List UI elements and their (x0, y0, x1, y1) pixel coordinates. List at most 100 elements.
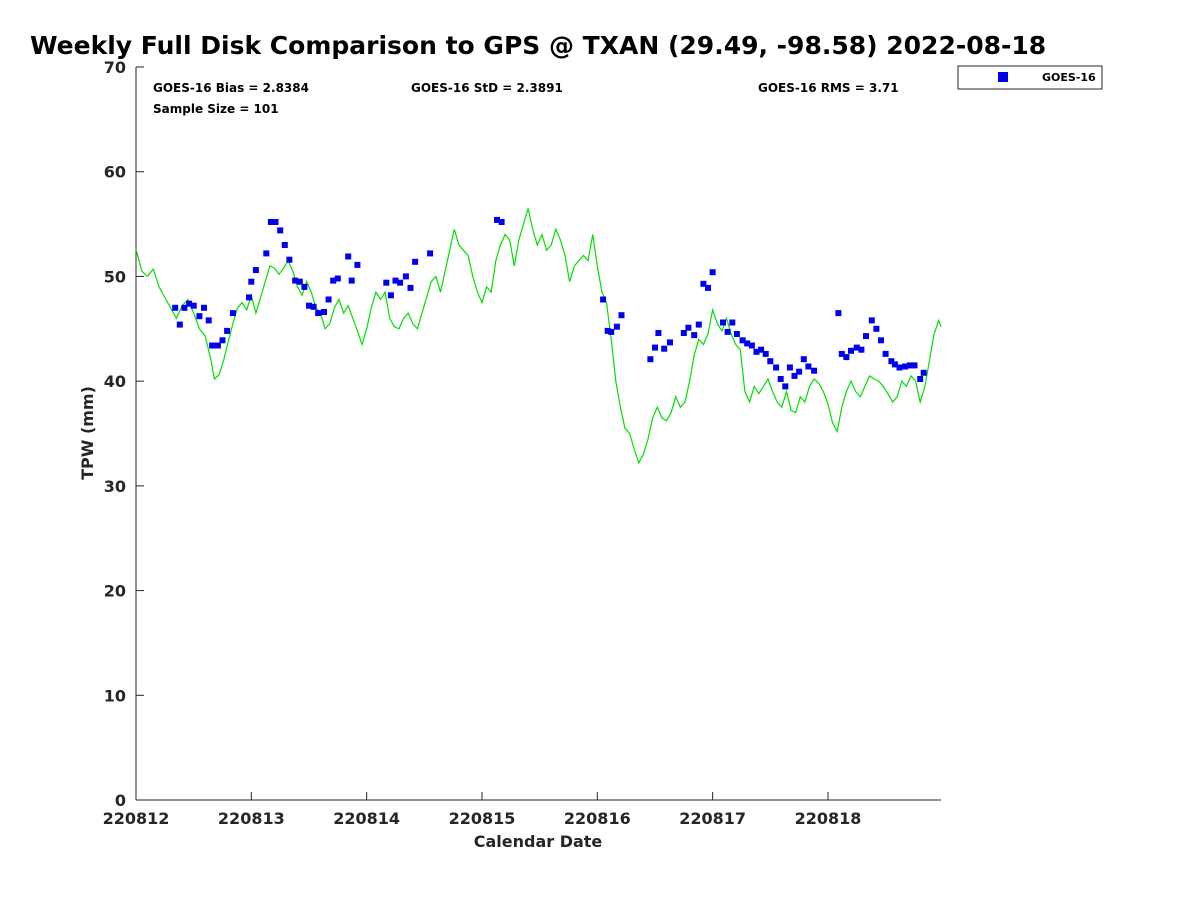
goes16-data-point (853, 344, 860, 351)
goes16-data-point (310, 303, 317, 310)
goes16-data-point (292, 277, 299, 284)
goes16-data-point (315, 310, 322, 317)
goes16-data-point (848, 347, 854, 354)
goes16-data-point (392, 277, 399, 284)
goes16-data-point (858, 346, 865, 353)
goes16-data-point (882, 350, 889, 357)
stat-bias: GOES-16 Bias = 2.8384 (153, 81, 309, 95)
x-axis-label: Calendar Date (474, 832, 603, 851)
goes16-data-point (685, 324, 692, 331)
goes16-data-point (205, 317, 212, 324)
goes16-data-point (397, 279, 404, 286)
goes16-data-point (301, 283, 308, 290)
goes16-data-point (720, 319, 726, 326)
chart-title: Weekly Full Disk Comparison to GPS @ TXA… (30, 31, 1046, 60)
y-tick-label: 10 (104, 686, 126, 705)
goes16-data-point (835, 310, 842, 317)
goes16-data-point (758, 346, 765, 353)
stat-std: GOES-16 StD = 2.3891 (411, 81, 563, 95)
goes16-data-point (600, 296, 607, 303)
y-axis-label: TPW (mm) (78, 386, 97, 480)
gps-series-line (135, 208, 942, 465)
goes16-data-point (267, 219, 274, 225)
goes16-data-point (246, 294, 252, 301)
legend-label-goes16: GOES-16 (1042, 71, 1096, 84)
goes16-data-point (608, 328, 615, 335)
goes16-data-point (321, 309, 327, 315)
goes16-data-point (348, 277, 355, 284)
goes16-data-point (811, 367, 818, 374)
goes16-data-point (201, 304, 207, 311)
goes16-data-point (695, 321, 702, 328)
goes16-data-point (498, 219, 505, 225)
y-tick-label: 30 (104, 477, 126, 496)
x-tick-label: 220813 (218, 809, 285, 828)
goes16-data-point (286, 256, 293, 263)
goes16-data-point (306, 302, 312, 309)
goes16-data-point (863, 333, 869, 340)
goes16-data-point (739, 337, 746, 344)
y-tick-label: 50 (104, 267, 126, 286)
goes16-data-point (705, 284, 711, 291)
goes16-data-point (773, 364, 780, 371)
goes16-data-point (345, 253, 352, 260)
goes16-data-point (354, 261, 361, 268)
goes16-data-point (800, 356, 807, 363)
legend-box (957, 65, 1103, 90)
goes16-data-point (190, 302, 197, 309)
goes16-data-point (176, 321, 183, 328)
goes16-data-point (838, 350, 845, 357)
goes16-data-point (896, 364, 903, 371)
x-tick-label: 220815 (449, 809, 516, 828)
goes16-data-point (402, 273, 409, 280)
legend: GOES-16 (957, 65, 1103, 90)
goes16-data-point (263, 250, 270, 257)
goes16-data-point (172, 304, 179, 311)
goes16-data-point (427, 250, 434, 257)
stat-rms: GOES-16 RMS = 3.71 (758, 81, 899, 95)
goes16-marker-layer (172, 216, 927, 390)
goes16-data-point (229, 310, 236, 317)
goes16-data-point (911, 362, 918, 369)
x-tick-label: 220818 (795, 809, 862, 828)
goes16-data-point (330, 277, 337, 284)
stat-sample-size: Sample Size = 101 (153, 102, 279, 116)
goes16-data-point (655, 330, 662, 336)
goes16-data-point (652, 344, 658, 351)
x-tick-label: 220814 (333, 809, 400, 828)
goes16-data-point (248, 278, 255, 285)
goes16-data-point (729, 319, 736, 326)
goes16-data-point (613, 323, 620, 330)
goes16-data-point (325, 296, 332, 303)
y-tick-label: 60 (104, 163, 126, 182)
goes16-data-point (805, 363, 812, 370)
y-tick-label: 0 (115, 791, 126, 810)
goes16-data-point (791, 372, 798, 379)
goes16-data-point (767, 358, 774, 365)
goes16-data-point (277, 227, 284, 234)
goes16-data-point (843, 354, 850, 361)
goes16-data-point (219, 337, 226, 344)
goes16-data-point (209, 342, 216, 349)
goes16-data-point (661, 345, 668, 352)
gps-line-layer (135, 208, 942, 465)
goes16-data-point (667, 339, 673, 346)
legend-marker-goes16 (998, 72, 1008, 82)
goes16-data-point (762, 350, 769, 357)
goes16-data-point (252, 267, 259, 274)
goes16-data-point (647, 356, 654, 363)
x-axis-ticks: 220812 220813 220814 220815 220816 220817 2208… (103, 792, 862, 828)
goes16-data-point (724, 328, 731, 335)
y-tick-label: 70 (104, 58, 126, 77)
goes16-data-point (744, 340, 751, 347)
y-axis-ticks: 0 10 20 30 40 50 60 70 (104, 58, 144, 810)
goes16-data-point (618, 312, 625, 319)
goes16-data-point (281, 242, 288, 248)
goes16-data-point (494, 216, 500, 223)
goes16-data-point (407, 284, 414, 291)
goes16-data-point (902, 363, 909, 370)
goes16-data-point (224, 327, 231, 334)
goes16-data-point (786, 364, 793, 371)
y-tick-label: 20 (104, 582, 126, 601)
